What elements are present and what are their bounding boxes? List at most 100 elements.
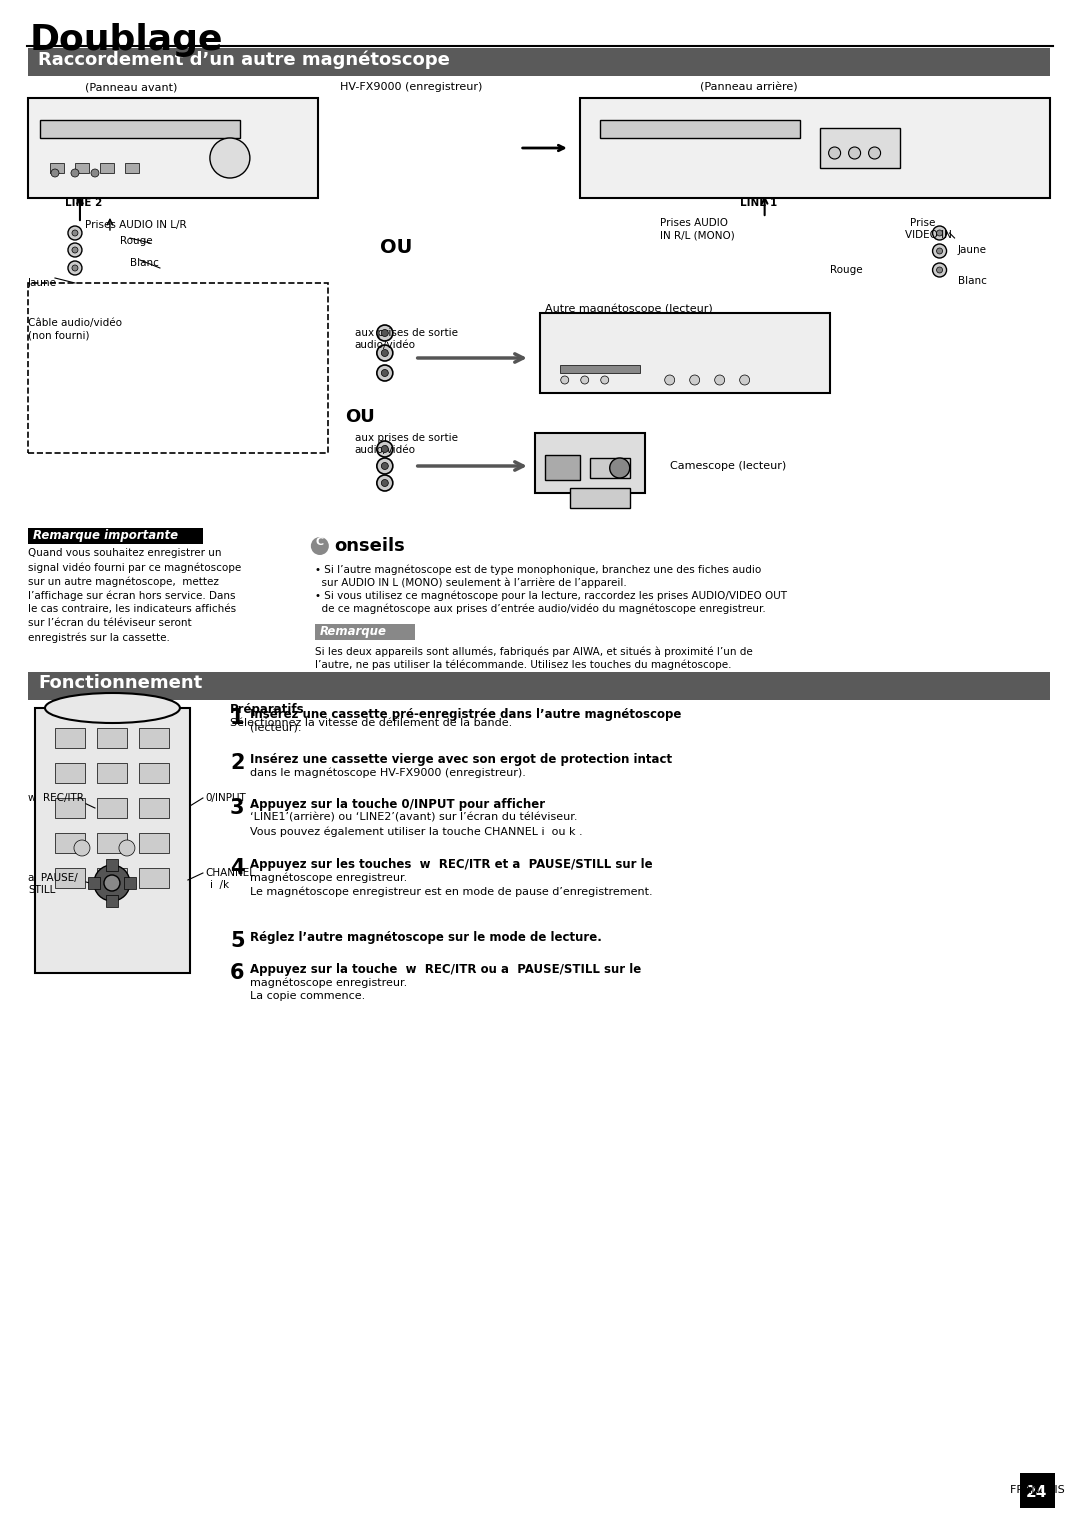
Text: 24: 24	[1026, 1485, 1048, 1500]
Circle shape	[561, 376, 569, 384]
Circle shape	[91, 170, 99, 177]
Text: Autre magnétoscope (lecteur): Autre magnétoscope (lecteur)	[544, 303, 713, 313]
Text: le cas contraire, les indicateurs affichés: le cas contraire, les indicateurs affich…	[28, 604, 237, 614]
Circle shape	[68, 226, 82, 240]
Text: Insérez une cassette vierge avec son ergot de protection intact: Insérez une cassette vierge avec son erg…	[249, 753, 672, 766]
Text: Insérez une cassette pré-enregistrée dans l’autre magnétoscope: Insérez une cassette pré-enregistrée dan…	[249, 707, 681, 721]
Text: aux prises de sortie: aux prises de sortie	[355, 432, 458, 443]
Circle shape	[936, 267, 943, 274]
Text: OU: OU	[345, 408, 375, 426]
Circle shape	[377, 442, 393, 457]
Bar	[100, 163, 114, 173]
Text: audio/vidéo: audio/vidéo	[355, 445, 416, 455]
Text: (Panneau avant): (Panneau avant)	[85, 83, 177, 92]
Bar	[75, 163, 89, 173]
Text: LINE 2: LINE 2	[65, 199, 103, 208]
Text: a  PAUSE/: a PAUSE/	[28, 872, 78, 883]
Text: Quand vous souhaitez enregistrer un: Quand vous souhaitez enregistrer un	[28, 549, 221, 558]
Bar	[139, 798, 168, 817]
Bar	[139, 868, 168, 888]
Text: Câble audio/vidéo: Câble audio/vidéo	[28, 318, 122, 329]
Circle shape	[690, 374, 700, 385]
Bar	[820, 128, 900, 168]
Circle shape	[828, 147, 840, 159]
Circle shape	[377, 325, 393, 341]
Text: Préparatifs: Préparatifs	[230, 703, 305, 717]
Circle shape	[377, 458, 393, 474]
Bar	[139, 833, 168, 853]
Circle shape	[600, 376, 609, 384]
Circle shape	[377, 475, 393, 490]
Bar	[559, 365, 639, 373]
Bar	[45, 707, 180, 727]
Text: Blanc: Blanc	[130, 258, 159, 267]
Bar	[139, 762, 168, 782]
Text: 5: 5	[230, 931, 244, 950]
Text: Remarque importante: Remarque importante	[33, 529, 178, 542]
Circle shape	[868, 147, 880, 159]
Text: l’autre, ne pas utiliser la télécommande. Utilisez les touches du magnétoscope.: l’autre, ne pas utiliser la télécommande…	[315, 659, 731, 669]
Text: C: C	[315, 536, 324, 547]
Bar	[599, 121, 799, 138]
Text: Prises AUDIO: Prises AUDIO	[660, 219, 728, 228]
Text: 1: 1	[230, 707, 244, 727]
Text: Remarque: Remarque	[320, 625, 387, 639]
Bar	[106, 859, 118, 871]
Text: Camescope (lecteur): Camescope (lecteur)	[670, 461, 786, 471]
Text: Blanc: Blanc	[958, 277, 986, 286]
Text: Réglez l’autre magnétoscope sur le mode de lecture.: Réglez l’autre magnétoscope sur le mode …	[249, 931, 602, 944]
Bar	[570, 487, 630, 507]
Text: 3: 3	[230, 798, 244, 817]
Circle shape	[664, 374, 675, 385]
Bar	[97, 833, 127, 853]
Text: Rouge: Rouge	[829, 264, 862, 275]
Bar	[50, 163, 64, 173]
Text: audio/vidéo: audio/vidéo	[355, 341, 416, 350]
Circle shape	[740, 374, 750, 385]
Text: Si les deux appareils sont allumés, fabriqués par AIWA, et situés à proximité l’: Si les deux appareils sont allumés, fabr…	[315, 646, 753, 657]
Text: enregistrés sur la cassette.: enregistrés sur la cassette.	[28, 633, 170, 642]
Bar	[535, 432, 645, 494]
Text: LINE 1: LINE 1	[740, 199, 777, 208]
Circle shape	[932, 244, 946, 258]
Circle shape	[72, 248, 78, 254]
Bar	[28, 47, 1050, 76]
Bar	[40, 121, 240, 138]
Bar	[315, 623, 415, 640]
Text: IN R/L (MONO): IN R/L (MONO)	[660, 231, 734, 240]
Bar	[544, 455, 580, 480]
Text: 0/INPUT: 0/INPUT	[205, 793, 245, 804]
Text: magnétoscope enregistreur.: magnétoscope enregistreur.	[249, 872, 407, 883]
Bar	[28, 283, 328, 452]
Circle shape	[311, 536, 328, 555]
Circle shape	[71, 170, 79, 177]
Text: OU: OU	[380, 238, 413, 257]
Text: 6: 6	[230, 963, 244, 983]
Text: de ce magnétoscope aux prises d’entrée audio/vidéo du magnétoscope enregistreur.: de ce magnétoscope aux prises d’entrée a…	[315, 604, 766, 614]
Circle shape	[381, 330, 389, 336]
Bar	[28, 529, 203, 544]
Text: dans le magnétoscope HV-FX9000 (enregistreur).: dans le magnétoscope HV-FX9000 (enregist…	[249, 767, 526, 778]
Bar	[28, 672, 1050, 700]
Text: signal vidéo fourni par ce magnétoscope: signal vidéo fourni par ce magnétoscope	[28, 562, 241, 573]
Circle shape	[381, 446, 389, 452]
Ellipse shape	[45, 694, 180, 723]
Text: (lecteur).: (lecteur).	[249, 723, 301, 732]
Text: l’affichage sur écran hors service. Dans: l’affichage sur écran hors service. Dans	[28, 590, 235, 601]
Circle shape	[73, 840, 90, 856]
Circle shape	[715, 374, 725, 385]
Text: aux prises de sortie: aux prises de sortie	[355, 329, 458, 338]
Text: La copie commence.: La copie commence.	[249, 992, 365, 1001]
Circle shape	[932, 226, 946, 240]
Circle shape	[68, 243, 82, 257]
Text: Appuyez sur la touche  w  REC/ITR ou a  PAUSE/STILL sur le: Appuyez sur la touche w REC/ITR ou a PAU…	[249, 963, 642, 976]
Circle shape	[104, 876, 120, 891]
Text: STILL: STILL	[28, 885, 55, 895]
Text: Appuyez sur les touches  w  REC/ITR et a  PAUSE/STILL sur le: Appuyez sur les touches w REC/ITR et a P…	[249, 859, 652, 871]
Text: 2: 2	[230, 753, 244, 773]
Bar	[97, 798, 127, 817]
Circle shape	[381, 370, 389, 376]
Text: Doublage: Doublage	[30, 23, 224, 57]
Circle shape	[381, 350, 389, 356]
Circle shape	[936, 231, 943, 235]
